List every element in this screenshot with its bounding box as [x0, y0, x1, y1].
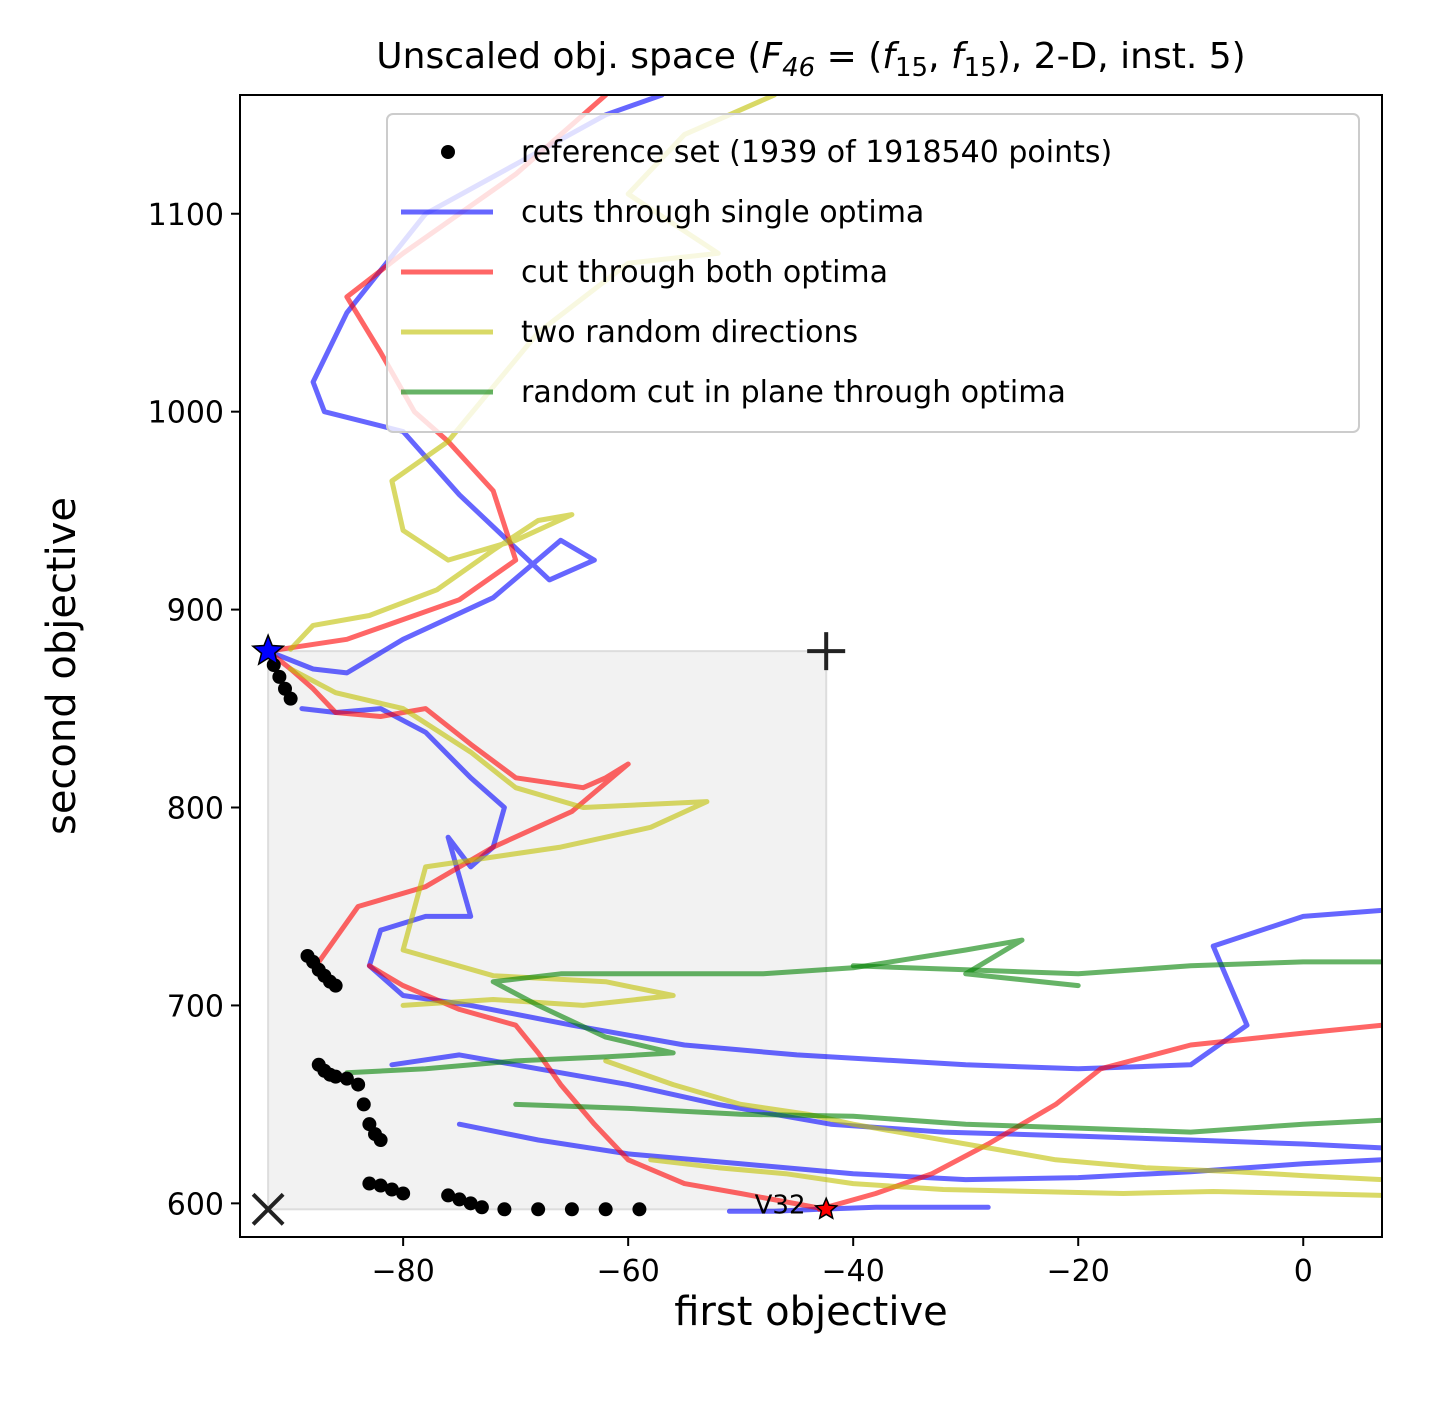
y-axis-label: second objective [39, 497, 85, 835]
plot-frame [239, 94, 1383, 1238]
x-axis-ticks: −80 −60 −40 −20 0 [371, 1237, 1313, 1289]
series-line-11 [603, 1058, 1382, 1183]
legend-entry-4: random cut in plane through optima [401, 375, 1066, 410]
legend-entry-0: reference set (1939 of 1918540 points) [441, 135, 1112, 170]
series-line-10 [288, 666, 710, 1008]
reference-point-32 [632, 1202, 647, 1217]
reference-point-15 [351, 1077, 366, 1092]
reference-point-31 [598, 1202, 613, 1217]
reference-point-19 [373, 1133, 388, 1148]
annotation-label: V32 [755, 1190, 806, 1220]
series-line-15 [850, 959, 1382, 977]
reference-point-25 [452, 1192, 467, 1207]
reference-point-20 [362, 1176, 377, 1191]
optimum-2 [813, 1196, 839, 1220]
legend-label-3: two random directions [521, 315, 858, 350]
reference-point-22 [384, 1182, 399, 1197]
reference-point-14 [339, 1071, 354, 1086]
chart-title: Unscaled obj. space (F46 = (f15, f15), 2… [376, 36, 1245, 83]
reference-point-9 [328, 978, 343, 993]
legend-entry-2: cut through both optima [401, 255, 888, 290]
legend-box [386, 113, 1360, 433]
reference-point-3 [283, 691, 298, 706]
series-line-12 [648, 1157, 1382, 1198]
legend-label-0: reference set (1939 of 1918540 points) [521, 135, 1112, 170]
y-tick-label-2: 800 [167, 792, 224, 827]
legend-entry-1: cuts through single optima [401, 195, 924, 230]
legend-label-2: cut through both optima [521, 255, 888, 290]
y-tick-label-3: 900 [167, 594, 224, 629]
series-line-13 [344, 937, 1081, 1076]
series-line-14 [513, 1101, 1382, 1135]
reference-point-30 [564, 1202, 579, 1217]
x-axis-label: first objective [674, 1289, 948, 1335]
y-tick-label-1: 700 [167, 989, 224, 1024]
y-tick-label-5: 1100 [148, 198, 224, 233]
legend-marker-0 [441, 145, 455, 159]
nadir-point [807, 632, 846, 671]
reference-point-21 [373, 1178, 388, 1193]
reference-point-26 [463, 1196, 478, 1211]
series-line-5 [265, 648, 631, 965]
optimum-1 [250, 633, 286, 666]
ideal-point [251, 1192, 285, 1226]
y-tick-label-4: 1000 [148, 396, 224, 431]
legend-label-4: random cut in plane through optima [521, 375, 1066, 410]
reference-point-23 [396, 1186, 411, 1201]
reference-point-1 [272, 669, 287, 684]
x-tick-label-0: −80 [371, 1254, 434, 1289]
x-tick-label-4: 0 [1294, 1254, 1313, 1289]
reference-point-29 [531, 1202, 546, 1217]
y-tick-label-0: 600 [167, 1187, 224, 1222]
y-axis-ticks: 600 700 800 900 1000 1100 [148, 198, 240, 1222]
legend: reference set (1939 of 1918540 points) cu… [386, 113, 1360, 433]
reference-point-16 [356, 1097, 371, 1112]
series-line-2 [389, 1052, 1382, 1151]
reference-point-27 [474, 1200, 489, 1215]
series-line-4 [726, 1204, 991, 1214]
series-line-3 [456, 1121, 1382, 1183]
reference-point-13 [328, 1069, 343, 1084]
legend-label-1: cuts through single optima [521, 195, 924, 230]
dominated-region [267, 650, 828, 1211]
reference-point-28 [497, 1202, 512, 1217]
x-tick-label-2: −40 [822, 1254, 885, 1289]
reference-point-24 [441, 1188, 456, 1203]
x-tick-label-3: −20 [1047, 1254, 1110, 1289]
legend-entry-3: two random directions [401, 315, 858, 350]
x-tick-label-1: −60 [597, 1254, 660, 1289]
